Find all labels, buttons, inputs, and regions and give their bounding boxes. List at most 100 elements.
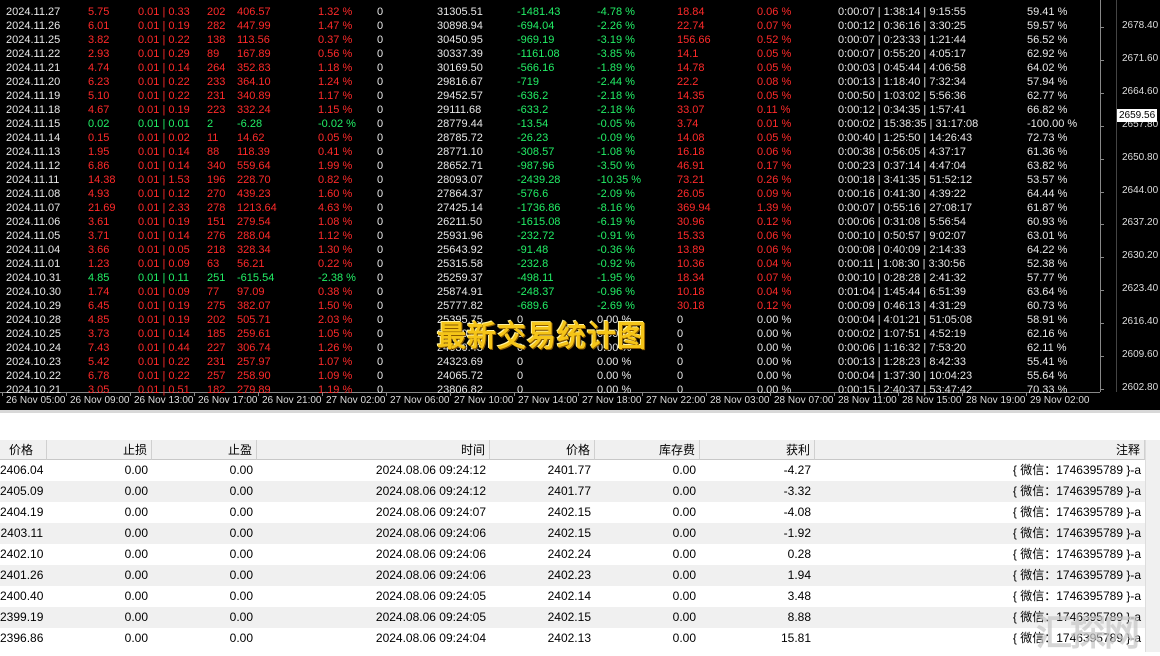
stat-cell: 5.75 [88, 6, 110, 18]
table-cell: 2024.08.06 09:24:12 [375, 484, 486, 498]
time-label: 27 Nov 18:00 [582, 395, 642, 406]
column-header[interactable]: 注释 [815, 440, 1145, 460]
stat-cell: 279.54 [237, 216, 271, 228]
stat-cell: 0.01 | 0.05 [138, 244, 190, 256]
stat-cell: 30898.94 [437, 20, 483, 32]
stat-cell: 258.90 [237, 370, 271, 382]
stat-cell: 24323.69 [437, 356, 483, 368]
stat-cell: 275 [207, 300, 226, 312]
stat-cell: 0.06 % [757, 146, 792, 158]
table-row[interactable]: 2399.19 0.00 0.00 2024.08.06 09:24:05 2402.1… [0, 607, 1145, 628]
stat-cell: 6.45 [88, 300, 110, 312]
stat-cell: 11 [207, 132, 219, 144]
stat-cell: 0 [377, 230, 384, 242]
column-header[interactable]: 价格 [490, 440, 595, 460]
column-header[interactable]: 获利 [700, 440, 815, 460]
stat-cell: 63.64 % [1027, 286, 1068, 298]
price-tick [1100, 92, 1104, 94]
stat-cell: 14.35 [677, 90, 705, 102]
stat-cell: 0.00 % [757, 356, 792, 368]
scrollbar[interactable] [1145, 440, 1160, 652]
stat-cell: 2024.10.28 [6, 314, 62, 326]
price-tick [1100, 59, 1104, 61]
time-tick [386, 392, 387, 396]
stat-cell: 61.87 % [1027, 202, 1068, 214]
time-label: 28 Nov 11:00 [838, 395, 897, 406]
column-header[interactable]: 止盈 [152, 440, 257, 460]
stat-cell: 23806.82 [437, 384, 483, 396]
table-row[interactable]: 2400.40 0.00 0.00 2024.08.06 09:24:05 2402.1… [0, 586, 1145, 607]
stat-cell: 4.85 [88, 272, 110, 284]
column-header[interactable]: 价格 [0, 440, 47, 460]
stat-cell: 6.86 [88, 160, 110, 172]
stat-cell: 0:00:13 | 1:18:40 | 7:32:34 [838, 76, 967, 88]
time-label: 26 Nov 21:00 [262, 395, 322, 406]
time-label: 28 Nov 15:00 [902, 395, 962, 406]
table-cell: 0.00 [672, 484, 696, 498]
column-header[interactable]: 止损 [47, 440, 152, 460]
stat-cell: 0:00:02 | 1:07:51 | 4:52:19 [838, 328, 967, 340]
table-row[interactable]: 2401.26 0.00 0.00 2024.08.06 09:24:06 2402.2… [0, 565, 1145, 586]
stat-cell: 1.23 [88, 258, 110, 270]
stat-cell: -0.92 % [597, 258, 635, 270]
stat-cell: 29111.68 [437, 104, 482, 116]
stat-cell: -26.23 [517, 132, 549, 144]
stat-cell: 64.22 % [1027, 244, 1068, 256]
table-cell: 2024.08.06 09:24:12 [375, 463, 486, 477]
table-cell: 0.00 [124, 526, 148, 540]
stat-cell: 0 [677, 384, 684, 396]
stat-cell: 0.06 % [757, 6, 792, 18]
stat-cell: 227 [207, 342, 226, 354]
table-row[interactable]: 2403.11 0.00 0.00 2024.08.06 09:24:06 2402.1… [0, 523, 1145, 544]
stat-cell: 1.50 % [318, 300, 353, 312]
table-row[interactable]: 2402.10 0.00 0.00 2024.08.06 09:24:06 2402.2… [0, 544, 1145, 565]
stat-cell: 1.12 % [318, 230, 353, 242]
stat-cell: 2024.11.25 [6, 34, 61, 46]
stat-cell: 0.06 % [757, 244, 792, 256]
stat-cell: 0.01 | 0.44 [138, 342, 190, 354]
stat-cell: -719 [517, 76, 540, 88]
stat-cell: 0.04 % [757, 286, 792, 298]
price-label: 2637.20 [1122, 217, 1159, 229]
stat-cell: 0:00:08 | 0:40:09 | 2:14:33 [838, 244, 967, 256]
stat-cell: 0.82 % [318, 174, 353, 186]
table-cell: { 微信：1746395789 }-a [1012, 547, 1141, 561]
column-header[interactable]: 库存费 [595, 440, 700, 460]
stat-cell: 2024.11.08 [6, 188, 61, 200]
stat-cell: 0:00:03 | 0:45:44 | 4:06:58 [838, 62, 967, 74]
table-row[interactable]: 2404.19 0.00 0.00 2024.08.06 09:24:07 2402.1… [0, 502, 1145, 523]
table-cell: 0.00 [672, 505, 696, 519]
table-row[interactable]: 2405.09 0.00 0.00 2024.08.06 09:24:12 2401.7… [0, 481, 1145, 502]
table-cell: { 微信：1746395789 }-a [1012, 568, 1141, 582]
stat-cell: 0 [377, 48, 384, 60]
table-row[interactable]: 2396.86 0.00 0.00 2024.08.06 09:24:04 2402.1… [0, 628, 1145, 649]
stat-cell: 0 [377, 384, 384, 396]
stat-cell: -232.8 [517, 258, 549, 270]
table-cell: 2401.77 [547, 463, 591, 477]
stat-cell: 14.62 [237, 132, 265, 144]
stat-cell: 1.17 % [318, 90, 353, 102]
stat-cell: 0.05 % [318, 132, 353, 144]
price-label: 2630.20 [1122, 250, 1159, 262]
stat-cell: 0:00:07 | 1:38:14 | 9:15:55 [838, 6, 967, 18]
stat-cell: 2024.10.31 [6, 272, 62, 284]
stat-cell: 0.01 | 0.19 [138, 104, 190, 116]
stat-cell: 3.61 [88, 216, 110, 228]
stat-cell: 0:00:04 | 1:37:30 | 10:04:23 [838, 370, 973, 382]
stat-cell: 62.77 % [1027, 90, 1068, 102]
time-tick [514, 392, 515, 396]
table-row[interactable]: 2406.04 0.00 0.00 2024.08.06 09:24:12 2401.7… [0, 460, 1145, 481]
table-cell: { 微信：1746395789 }-a [1012, 484, 1141, 498]
column-header[interactable]: 时间 [257, 440, 490, 460]
stat-cell: -1615.08 [517, 216, 561, 228]
stat-cell: 0 [377, 76, 384, 88]
stat-cell: 0.01 | 0.19 [138, 314, 190, 326]
table-cell: 0.00 [229, 568, 253, 582]
stat-cell: 0.01 | 0.09 [138, 286, 190, 298]
stat-cell: 0:00:40 | 1:25:50 | 14:26:43 [838, 132, 973, 144]
stat-cell: 0 [377, 20, 384, 32]
stat-cell: 0.08 % [757, 76, 792, 88]
stat-cell: 27425.14 [437, 202, 483, 214]
table-cell: 2024.08.06 09:24:04 [375, 631, 486, 645]
table-cell: 2401.77 [547, 484, 591, 498]
